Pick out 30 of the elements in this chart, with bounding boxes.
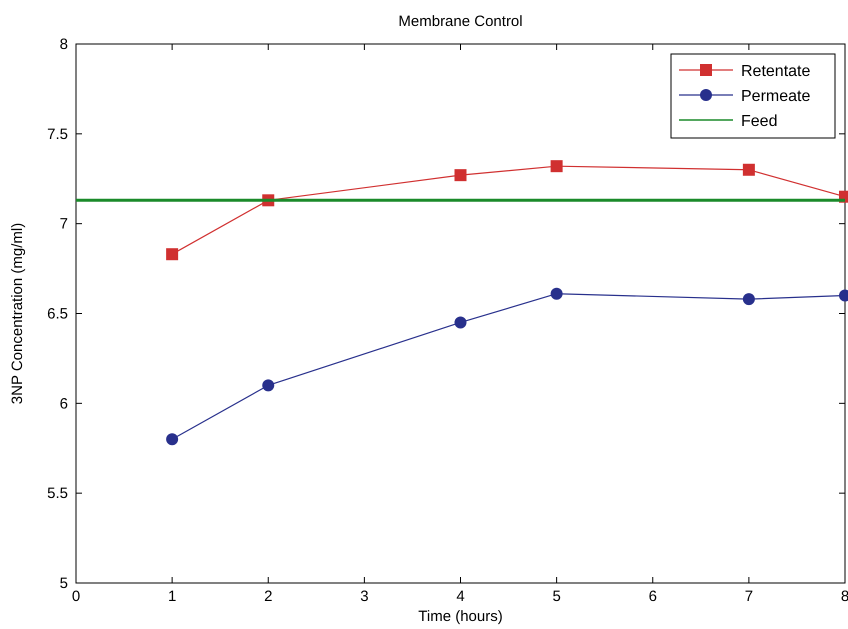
y-tick-label: 5	[60, 575, 68, 592]
y-tick-label: 7.5	[47, 126, 68, 143]
x-axis-title: Time (hours)	[418, 608, 503, 625]
point	[550, 288, 563, 300]
x-tick-label: 2	[264, 588, 272, 605]
y-tick-label: 6.5	[47, 306, 68, 322]
x-tick-label: 7	[744, 588, 754, 605]
x-tick-label: 0	[72, 588, 80, 605]
x-tick-label: 3	[360, 588, 369, 605]
legend-label: Feed	[741, 113, 778, 130]
point	[262, 379, 274, 392]
x-tick-label: 6	[648, 588, 657, 605]
y-tick-label: 7	[60, 216, 68, 233]
y-axis-title: 3NP Concentration (mg/ml)	[9, 222, 26, 404]
x-tick-label: 4	[456, 588, 465, 605]
point	[454, 169, 466, 182]
legend-label: Permeate	[741, 88, 810, 105]
x-tick-label: 1	[168, 588, 176, 605]
legend-label: Retentate	[741, 63, 810, 80]
y-tick-label: 6	[60, 395, 68, 412]
x-tick-label: 5	[552, 588, 561, 605]
y-tick-label: 8	[60, 36, 68, 53]
point	[166, 248, 178, 260]
point	[742, 293, 755, 306]
point	[550, 160, 563, 172]
point	[454, 316, 466, 328]
point	[166, 433, 178, 446]
y-tick-label: 5.5	[47, 485, 68, 502]
chart-title: Membrane Control	[398, 13, 523, 30]
point	[742, 164, 755, 176]
